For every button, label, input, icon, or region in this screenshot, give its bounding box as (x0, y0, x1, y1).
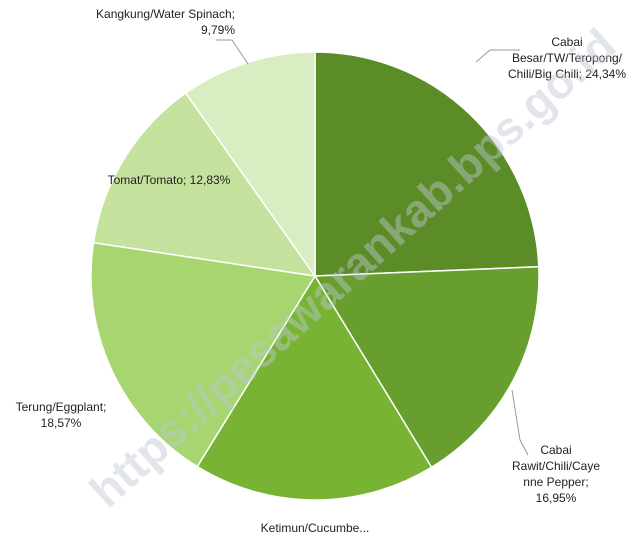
leader-line (511, 389, 529, 456)
slice-label: Kangkung/Water Spinach; 9,79% (96, 7, 235, 37)
slice-label: Tomat/Tomato; 12,83% (107, 173, 231, 187)
slice-label: Cabai Besar/TW/Teropong/ Chili/Big Chili… (507, 35, 627, 81)
pie-slice (313, 265, 540, 469)
pie-slice (90, 241, 317, 468)
pie-slice (196, 274, 433, 501)
slice-label: Cabai Rawit/Chili/Cayenne Pepper; 16,95% (511, 443, 601, 505)
pie-slice (314, 51, 540, 277)
slice-label: Terung/Eggplant; 18,57% (15, 400, 107, 430)
leader-line (475, 49, 520, 63)
pie-slice (92, 92, 317, 278)
leader-line (216, 39, 249, 65)
slice-label: Ketimun/Cucumbe... (260, 521, 370, 535)
